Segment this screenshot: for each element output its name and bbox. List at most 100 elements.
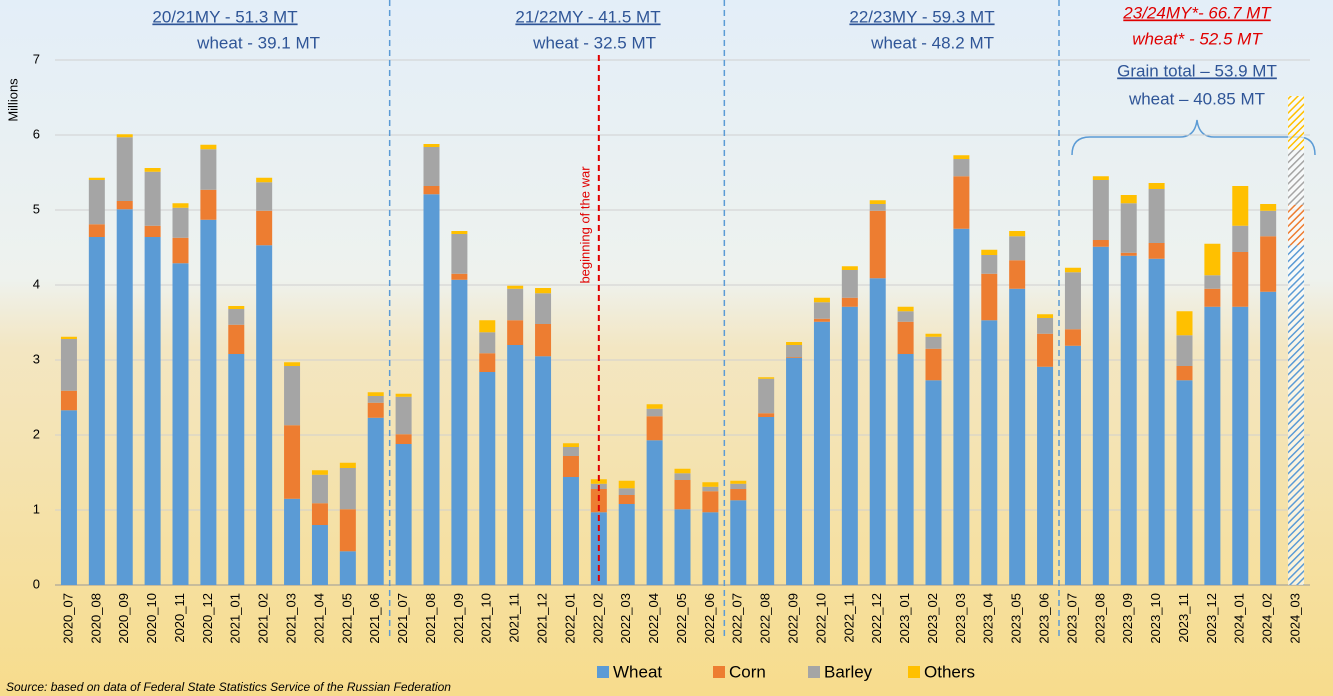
x-tick-label: 2022_10	[813, 593, 828, 644]
bar-segment	[1288, 96, 1304, 150]
period-wheat: wheat - 39.1 MT	[196, 33, 320, 52]
bar-segment	[730, 484, 746, 489]
bar-segment	[1037, 334, 1053, 367]
bar-segment	[1009, 260, 1025, 289]
legend-swatch	[597, 666, 609, 678]
bar-segment	[1232, 307, 1248, 585]
bar-segment	[647, 409, 663, 417]
bar-segment	[340, 463, 356, 468]
bar-segment	[953, 159, 969, 176]
bar-segment	[173, 203, 189, 208]
legend-swatch	[713, 666, 725, 678]
bar-segment	[507, 289, 523, 321]
x-tick-label: 2022_08	[758, 593, 773, 644]
bar-segment	[368, 403, 384, 418]
bar-segment	[926, 380, 942, 585]
bar-segment	[619, 488, 635, 495]
bar-segment	[340, 551, 356, 585]
bar-segment	[284, 425, 300, 499]
bar-segment	[981, 320, 997, 585]
bar-segment	[173, 238, 189, 264]
bar-segment	[1093, 176, 1109, 180]
x-tick-label: 2023_10	[1148, 593, 1163, 644]
x-tick-label: 2022_12	[869, 593, 884, 644]
bar-segment	[1232, 186, 1248, 226]
bar-segment	[61, 410, 77, 585]
x-tick-label: 2021_03	[283, 593, 298, 644]
bar-segment	[563, 456, 579, 477]
bar-segment	[89, 237, 105, 585]
bar-segment	[786, 358, 802, 585]
bar-segment	[312, 525, 328, 585]
bar-segment	[1260, 211, 1276, 237]
y-tick-label: 4	[33, 276, 40, 291]
x-tick-label: 2021_12	[534, 593, 549, 644]
bar-segment	[675, 473, 691, 480]
bar-segment	[228, 306, 244, 309]
x-tick-label: 2021_05	[339, 593, 354, 644]
bar-segment	[730, 489, 746, 500]
bar-segment	[256, 245, 272, 585]
x-tick-label: 2020_10	[144, 593, 159, 644]
bar-segment	[870, 211, 886, 279]
bar-segment	[1149, 259, 1165, 585]
x-tick-label: 2021_04	[311, 593, 326, 644]
x-tick-label: 2021_02	[256, 593, 271, 644]
bar-segment	[228, 309, 244, 325]
x-tick-label: 2020_07	[60, 593, 75, 644]
bar-segment	[758, 417, 774, 585]
bar-segment	[1009, 236, 1025, 260]
bar-segment	[228, 325, 244, 354]
bar-segment	[981, 274, 997, 321]
bar-segment	[1065, 346, 1081, 585]
bar-segment	[786, 342, 802, 345]
period-title: 23/24MY*- 66.7 MT	[1122, 3, 1272, 22]
source: Source: based on data of Federal State S…	[6, 680, 451, 694]
bar-segment	[451, 274, 467, 280]
bar-segment	[1288, 245, 1304, 585]
bar-segment	[870, 204, 886, 211]
x-tick-label: 2021_09	[451, 593, 466, 644]
bar-segment	[1177, 380, 1193, 585]
bar-segment	[1204, 275, 1220, 289]
bar-segment	[1009, 289, 1025, 585]
bar-segment	[898, 311, 914, 322]
bar-segment	[479, 332, 495, 353]
legend-label: Barley	[824, 662, 873, 681]
bar-segment	[647, 404, 663, 409]
x-tick-label: 2020_08	[88, 593, 103, 644]
bar-segment	[702, 487, 718, 492]
bar-segment	[647, 416, 663, 440]
bar-segment	[1288, 150, 1304, 205]
x-tick-label: 2023_03	[953, 593, 968, 644]
bar-segment	[786, 357, 802, 358]
bar-segment	[89, 224, 105, 237]
x-tick-label: 2023_11	[1176, 593, 1191, 643]
bar-segment	[1204, 307, 1220, 585]
x-tick-label: 2024_01	[1232, 593, 1247, 644]
bar-segment	[1232, 252, 1248, 307]
bar-segment	[786, 345, 802, 357]
bar-segment	[173, 208, 189, 238]
bar-segment	[284, 499, 300, 585]
bar-segment	[953, 155, 969, 159]
y-tick-label: 3	[33, 351, 40, 366]
bar-segment	[702, 512, 718, 585]
bar-segment	[424, 186, 440, 194]
bar-segment	[117, 209, 133, 585]
bar-segment	[507, 320, 523, 345]
bar-segment	[1288, 205, 1304, 246]
bar-segment	[200, 220, 216, 585]
grain-wheat: wheat – 40.85 MT	[1128, 89, 1265, 108]
bar-segment	[89, 178, 105, 180]
x-tick-label: 2023_07	[1064, 593, 1079, 644]
bar-segment	[563, 443, 579, 447]
x-tick-label: 2023_01	[897, 593, 912, 644]
bar-segment	[61, 337, 77, 339]
bar-segment	[368, 392, 384, 396]
war-label: beginning of the war	[577, 166, 592, 284]
bar-segment	[842, 266, 858, 270]
bar-segment	[340, 468, 356, 509]
bar-segment	[396, 434, 412, 444]
bar-segment	[981, 255, 997, 274]
